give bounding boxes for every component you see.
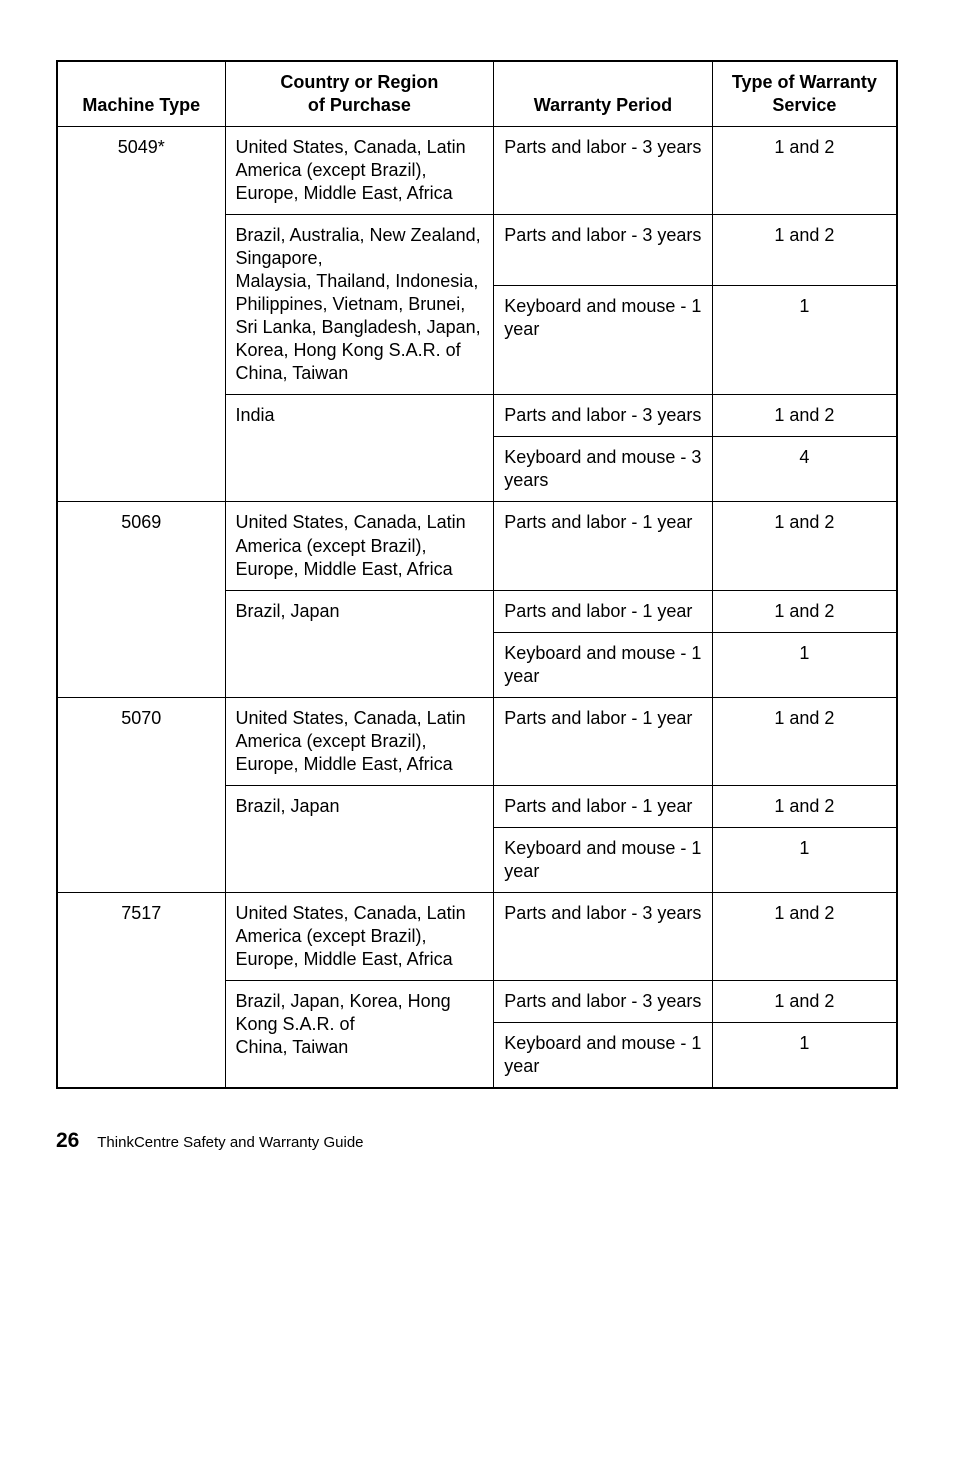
cell-machine-type: 5070 (57, 697, 225, 892)
cell-service: 1 and 2 (712, 127, 897, 215)
cell-service: 1 and 2 (712, 697, 897, 785)
col-warranty-period: Warranty Period (494, 61, 712, 127)
cell-country: Brazil, Japan (225, 590, 494, 697)
cell-service: 1 (712, 632, 897, 697)
page-number: 26 (56, 1129, 79, 1152)
cell-machine-type: 5069 (57, 502, 225, 697)
cell-period: Parts and labor - 1 year (494, 785, 712, 827)
cell-machine-type: 5049* (57, 127, 225, 502)
col-type-service: Type of Warranty Service (712, 61, 897, 127)
cell-period: Parts and labor - 3 years (494, 980, 712, 1022)
cell-period: Keyboard and mouse - 1 year (494, 1022, 712, 1088)
cell-period: Keyboard and mouse - 1 year (494, 285, 712, 395)
footer-title: ThinkCentre Safety and Warranty Guide (97, 1134, 363, 1151)
warranty-table: Machine Type Country or Region of Purcha… (56, 60, 898, 1089)
cell-service: 1 (712, 1022, 897, 1088)
cell-period: Keyboard and mouse - 1 year (494, 827, 712, 892)
cell-period: Parts and labor - 3 years (494, 892, 712, 980)
cell-country: Brazil, Japan, Korea, Hong Kong S.A.R. o… (225, 980, 494, 1088)
cell-country: Brazil, Australia, New Zealand, Singapor… (225, 215, 494, 395)
col-country-region: Country or Region of Purchase (225, 61, 494, 127)
cell-machine-type: 7517 (57, 892, 225, 1088)
cell-service: 1 and 2 (712, 395, 897, 437)
cell-period: Keyboard and mouse - 1 year (494, 632, 712, 697)
cell-service: 1 and 2 (712, 590, 897, 632)
col-machine-type: Machine Type (57, 61, 225, 127)
cell-service: 4 (712, 437, 897, 502)
cell-service: 1 (712, 285, 897, 395)
page-footer: 26 ThinkCentre Safety and Warranty Guide (56, 1129, 898, 1153)
table-row: 5049* United States, Canada, Latin Ameri… (57, 127, 897, 215)
cell-country: United States, Canada, Latin America (ex… (225, 502, 494, 590)
table-row: 5070 United States, Canada, Latin Americ… (57, 697, 897, 785)
table-row: 7517 United States, Canada, Latin Americ… (57, 892, 897, 980)
cell-country: United States, Canada, Latin America (ex… (225, 127, 494, 215)
table-header-row: Machine Type Country or Region of Purcha… (57, 61, 897, 127)
cell-country: United States, Canada, Latin America (ex… (225, 892, 494, 980)
cell-service: 1 and 2 (712, 215, 897, 286)
table-row: 5069 United States, Canada, Latin Americ… (57, 502, 897, 590)
cell-country: Brazil, Japan (225, 785, 494, 892)
cell-service: 1 and 2 (712, 980, 897, 1022)
cell-service: 1 and 2 (712, 502, 897, 590)
cell-period: Parts and labor - 3 years (494, 395, 712, 437)
cell-period: Parts and labor - 1 year (494, 697, 712, 785)
cell-period: Parts and labor - 3 years (494, 215, 712, 286)
cell-period: Parts and labor - 3 years (494, 127, 712, 215)
cell-country: India (225, 395, 494, 502)
cell-country: United States, Canada, Latin America (ex… (225, 697, 494, 785)
cell-service: 1 and 2 (712, 892, 897, 980)
cell-service: 1 (712, 827, 897, 892)
cell-period: Parts and labor - 1 year (494, 590, 712, 632)
cell-period: Parts and labor - 1 year (494, 502, 712, 590)
cell-service: 1 and 2 (712, 785, 897, 827)
cell-period: Keyboard and mouse - 3 years (494, 437, 712, 502)
